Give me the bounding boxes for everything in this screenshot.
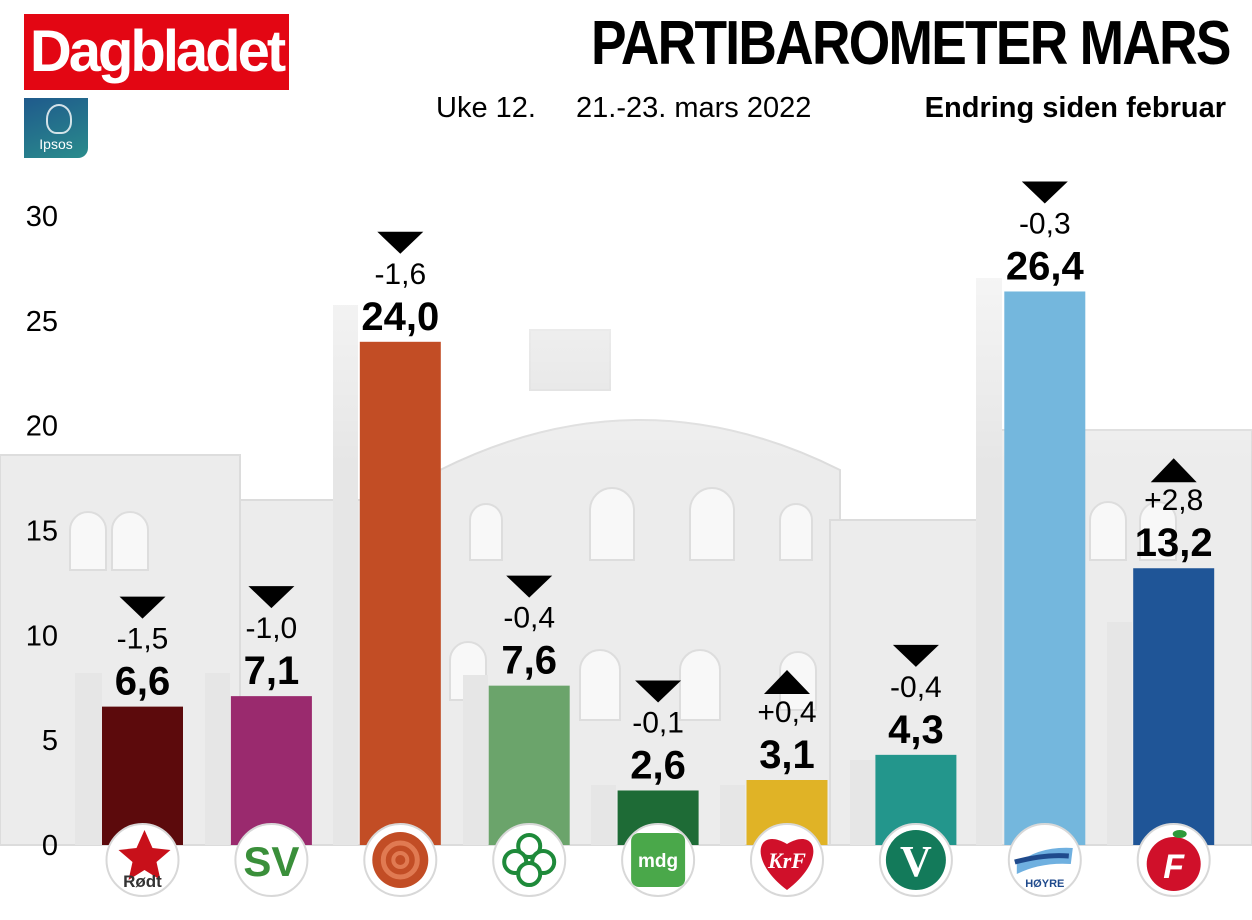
value-label: 6,6 (115, 660, 171, 704)
party-logo-text: KrF (767, 848, 806, 873)
value-label: 2,6 (630, 743, 686, 787)
rose-petal-icon (380, 840, 420, 880)
party-logo-text: F (1163, 848, 1185, 886)
venstre-circle-icon (885, 830, 946, 890)
value-label: 13,2 (1135, 521, 1213, 565)
value-label: 3,1 (759, 733, 815, 777)
change-label: -0,1 (632, 706, 684, 739)
rodt-star-icon (118, 830, 171, 880)
change-label: -0,3 (1019, 207, 1071, 240)
bar (359, 341, 441, 845)
party-logo-text: Rødt (123, 872, 162, 891)
y-tick-label: 20 (26, 411, 58, 443)
clover-leaf-icon (516, 861, 543, 887)
y-tick-label: 0 (42, 830, 58, 862)
y-tick-label: 15 (26, 516, 58, 548)
frp-leaf-icon (1172, 830, 1187, 838)
party-logo-text: V (900, 837, 932, 886)
frp-apple-icon (1146, 837, 1201, 891)
arrow-down-icon (248, 586, 295, 609)
change-label: +2,8 (1144, 484, 1203, 517)
change-label: -0,4 (890, 671, 942, 704)
change-label: -1,5 (117, 623, 169, 656)
y-tick-label: 5 (42, 725, 58, 757)
dagbladet-logo[interactable]: Dagbladet (24, 14, 289, 90)
bar (1133, 568, 1215, 845)
ipsos-label: Ipsos (39, 136, 73, 152)
value-label: 24,0 (361, 295, 439, 339)
arrow-down-icon (635, 680, 682, 703)
date-label: 21.-23. mars 2022 (576, 92, 812, 124)
party-logo-text: HØYRE (1025, 878, 1064, 890)
clover-leaf-icon (516, 833, 543, 859)
arrow-down-icon (892, 644, 939, 667)
arrow-up-icon (1150, 458, 1197, 483)
value-label: 7,1 (244, 649, 300, 693)
arrow-down-icon (377, 231, 424, 254)
value-label: 7,6 (501, 639, 557, 683)
arrow-down-icon (1021, 181, 1068, 204)
ipsos-head-icon (46, 104, 72, 134)
value-label: 26,4 (1006, 244, 1085, 288)
value-label: 4,3 (888, 708, 944, 752)
krf-heart-icon (760, 838, 814, 890)
party-logo-text: mdg (638, 851, 678, 872)
change-label: -1,0 (246, 612, 298, 645)
arrow-up-icon (764, 670, 810, 695)
y-tick-label: 30 (26, 201, 58, 233)
page-title: PARTIBAROMETER MARS (591, 9, 1231, 78)
ipsos-logo: Ipsos (24, 98, 88, 158)
week-label: Uke 12. (436, 92, 536, 124)
arrow-down-icon (506, 575, 553, 598)
rose-center-icon (391, 851, 410, 869)
hoyre-stroke-icon (1014, 853, 1070, 865)
rose-icon (372, 832, 429, 888)
party-logo-circle (234, 823, 309, 897)
change-label: -1,6 (374, 258, 426, 291)
y-tick-label: 10 (26, 620, 58, 652)
change-caption: Endring siden februar (924, 92, 1226, 124)
y-tick-label: 25 (26, 306, 58, 338)
bar (1004, 291, 1086, 846)
bar (102, 706, 183, 845)
change-label: -0,4 (503, 602, 555, 635)
arrow-down-icon (119, 596, 166, 619)
party-logo-circle (492, 823, 567, 897)
change-label: +0,4 (757, 696, 816, 729)
bar (230, 696, 312, 845)
mdg-square-icon (631, 833, 686, 887)
bar (488, 685, 570, 845)
party-logo-text: SV (243, 838, 299, 885)
